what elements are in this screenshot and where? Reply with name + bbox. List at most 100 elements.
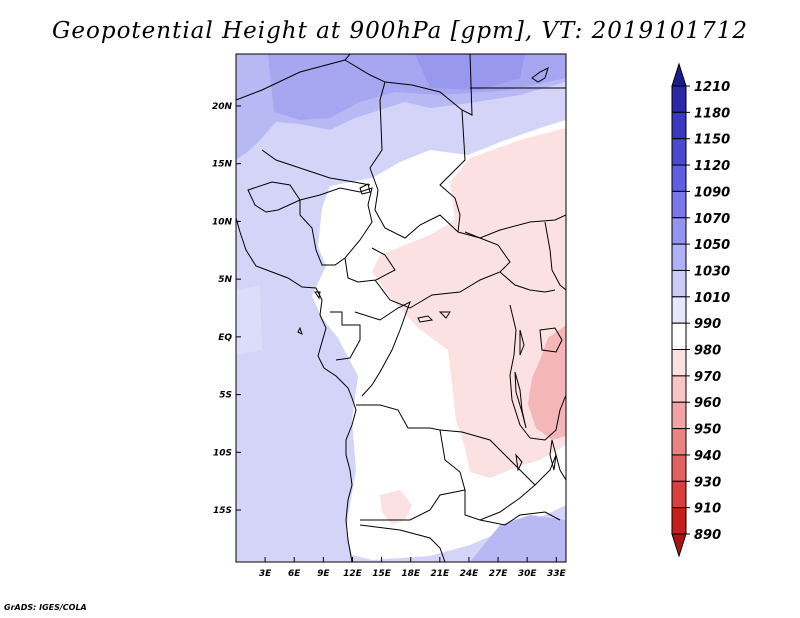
colorbar-label: 950 (694, 423, 721, 438)
border-namibia-botswana (359, 524, 446, 562)
border-libya (384, 54, 473, 116)
colorbar-bottom-triangle (671, 533, 687, 558)
latitude-axis: 20N 15N 10N 5N EQ 5S 10S 15S (212, 102, 241, 516)
lon-label: 18E (401, 569, 421, 579)
colorbar-label: 940 (694, 449, 721, 464)
colorbar-swatch (671, 138, 687, 166)
field-pink (372, 128, 566, 478)
colorbar-label: 1010 (694, 291, 730, 306)
lon-label: 21E (430, 569, 450, 579)
coastline-west (236, 217, 357, 562)
lat-label: 15N (212, 160, 233, 170)
colorbar-label: 1120 (694, 159, 730, 174)
border-ss-uganda (499, 271, 556, 293)
colorbar-swatch (671, 190, 687, 219)
lake-tanganyika (514, 371, 527, 429)
lat-label: 10S (213, 448, 232, 458)
colorbar-label: 990 (694, 317, 721, 332)
colorbar-swatch (671, 401, 687, 430)
lake-albert (519, 329, 525, 356)
lon-label: 33E (547, 569, 567, 579)
lon-label: 15E (372, 569, 392, 579)
lon-label: 3E (259, 569, 272, 579)
colorbar-swatch (671, 375, 687, 403)
island-saotome (297, 326, 303, 335)
border-sudan-ss (457, 214, 566, 239)
colorbar-swatch (671, 243, 687, 271)
colorbar-swatch (671, 322, 687, 351)
height-field (236, 54, 566, 562)
colorbar-swatch (671, 428, 687, 456)
colorbar-label: 1050 (694, 238, 730, 253)
border-zimbabwe (479, 511, 561, 526)
colorbar-swatch (671, 507, 687, 535)
border-ss-ethiopia (544, 221, 566, 291)
colorbar-label: 930 (694, 475, 721, 490)
field-sw-light (236, 285, 262, 355)
plot-frame (235, 53, 567, 563)
lon-label: 12E (343, 569, 363, 579)
lat-label: 5S (219, 391, 232, 401)
colorbar-label: 890 (694, 528, 721, 543)
colorbar-label: 1070 (694, 212, 730, 227)
lon-label: 24E (460, 569, 480, 579)
colorbar: 1210 1180 1150 1120 1090 1070 1050 1030 1010 990 9… (671, 62, 730, 558)
border-algeria-niger (344, 59, 386, 169)
lake-kariba (515, 453, 523, 472)
lat-label: EQ (218, 333, 232, 343)
colorbar-swatch (671, 454, 687, 482)
border-tanzania (529, 394, 566, 441)
chart-title: Geopotential Height at 900hPa [gpm], VT:… (52, 18, 748, 44)
lat-label: 5N (218, 275, 232, 285)
lake-small-2 (438, 311, 451, 319)
colorbar-swatch (671, 296, 687, 324)
lake-victoria (539, 327, 563, 353)
colorbar-label: 1210 (694, 80, 730, 95)
lon-label: 27E (489, 569, 509, 579)
colorbar-swatch (671, 480, 687, 509)
colorbar-label: 1090 (694, 185, 730, 200)
colorbar-swatch (671, 111, 687, 140)
border-gabon (330, 311, 361, 361)
longitude-axis: 3E 6E 9E 12E 15E 18E 21E 24E 27E 30E 33E (259, 557, 567, 579)
colorbar-top-triangle (671, 62, 687, 87)
lat-label: 15S (213, 506, 232, 516)
border-chad-lake (369, 167, 459, 239)
lon-label: 6E (288, 569, 301, 579)
border-angola (356, 404, 466, 521)
lat-label: 10N (212, 217, 233, 227)
colorbar-label: 980 (694, 344, 721, 359)
lake-chad (359, 183, 371, 195)
grads-credit: GrADS: IGES/COLA (4, 603, 87, 612)
border-drc-east (509, 304, 531, 439)
border-cameroon (344, 247, 396, 283)
border-congo-drc (354, 300, 411, 397)
colorbar-label: 1180 (694, 106, 730, 121)
colorbar-swatch (671, 349, 687, 377)
field-north-deepest (415, 54, 525, 90)
colorbar-swatch (671, 217, 687, 245)
lon-label: 9E (317, 569, 330, 579)
field-pink-south (380, 490, 412, 525)
colorbar-label: 1030 (694, 264, 730, 279)
colorbar-label: 1150 (694, 133, 730, 148)
colorbar-swatch (671, 85, 687, 113)
lake-small-1 (417, 315, 434, 323)
lat-label: 20N (212, 102, 233, 112)
colorbar-label: 910 (694, 502, 721, 517)
colorbar-label: 960 (694, 396, 721, 411)
border-mali-niger (261, 149, 371, 186)
border-nigeria (299, 187, 373, 266)
field-se-blue (470, 515, 566, 562)
lake-malawi (549, 439, 557, 471)
sinai-coast (531, 67, 549, 83)
border-chad-east (439, 109, 466, 233)
colorbar-label: 970 (694, 370, 721, 385)
lon-label: 30E (518, 569, 538, 579)
border-sahara (236, 54, 351, 101)
border-burkina (247, 181, 301, 213)
island-bioko (314, 291, 321, 300)
colorbar-swatch (671, 164, 687, 192)
boundaries (236, 54, 566, 562)
